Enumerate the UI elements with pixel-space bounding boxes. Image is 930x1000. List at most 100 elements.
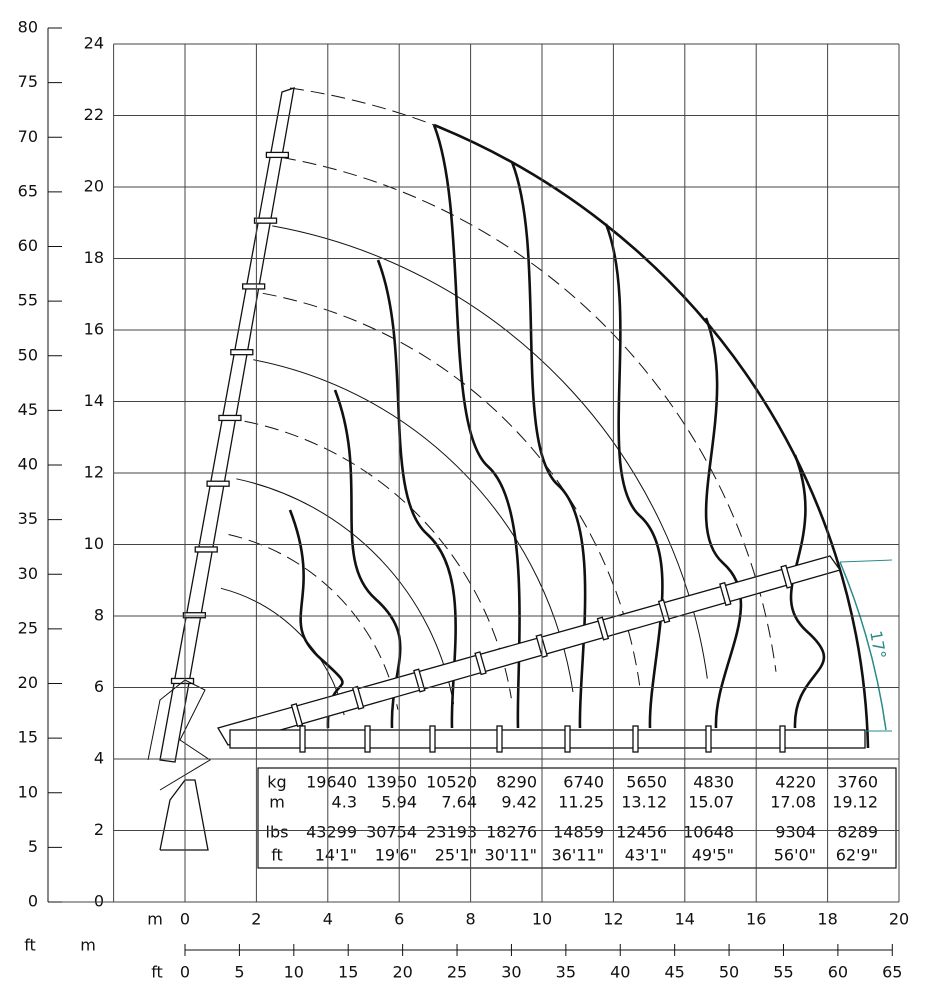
boom-collar	[265, 151, 290, 159]
x-unit-label: m	[147, 910, 163, 929]
ft-x-tick-label: 35	[556, 963, 576, 982]
boom-collar	[429, 725, 436, 753]
ft-tick-label: 0	[28, 892, 38, 911]
boom-collar	[413, 668, 426, 693]
y-tick-label: 20	[84, 177, 104, 196]
horizontal-boom	[229, 729, 866, 749]
boom-collar	[364, 725, 371, 753]
y-tick-label: 8	[94, 606, 104, 625]
load-curve	[704, 317, 743, 729]
table-cell: 5650	[626, 773, 667, 792]
ft-x-tick-label: 0	[180, 963, 190, 982]
table-cell: 10520	[426, 773, 477, 792]
ft-x-tick-label: 20	[392, 963, 412, 982]
table-cell: 43'1"	[625, 846, 667, 865]
boom-collar	[206, 480, 230, 487]
ft-tick-label: 30	[18, 564, 38, 583]
ft-x-tick-label: 15	[338, 963, 358, 982]
table-cell: 19'6"	[375, 846, 417, 865]
x-tick-label: 18	[817, 910, 837, 929]
ft-tick-label: 55	[18, 291, 38, 310]
ft-tick-label: 45	[18, 400, 38, 419]
load-curve	[789, 454, 826, 729]
table-cell: 8290	[496, 773, 537, 792]
table-cell: 23193	[426, 823, 477, 842]
table-cell: 9.42	[501, 793, 537, 812]
ft-tick-label: 75	[18, 72, 38, 91]
table-cell: 4220	[775, 773, 816, 792]
boom-collar	[218, 414, 242, 422]
ft-tick-label: 5	[28, 837, 38, 856]
load-curve	[333, 389, 402, 729]
ft-x-tick-label: 40	[610, 963, 630, 982]
table-cell: 15.07	[688, 793, 734, 812]
ft-label: ft	[24, 936, 36, 955]
x-tick-label: 20	[889, 910, 909, 929]
bottom-unit-label: ft	[151, 963, 163, 982]
m-label: m	[80, 936, 96, 955]
table-cell: 8289	[837, 823, 878, 842]
table-cell: 14'1"	[315, 846, 357, 865]
y-tick-label: 4	[94, 749, 104, 768]
radius-arc	[228, 534, 399, 710]
drawing: 0246810121416182022240510152025303540455…	[18, 18, 910, 982]
boom-collar	[242, 283, 266, 290]
boom-collar	[780, 564, 793, 589]
ft-x-tick-label: 30	[501, 963, 521, 982]
ft-tick-label: 70	[18, 127, 38, 146]
boom-collar	[564, 725, 571, 753]
ft-x-tick-label: 50	[719, 963, 739, 982]
boom-collar	[657, 599, 671, 624]
table-cell: 13.12	[621, 793, 667, 812]
x-tick-label: 0	[180, 910, 190, 929]
x-tick-label: 8	[466, 910, 476, 929]
angle-ref	[839, 559, 893, 563]
row-label: lbs	[266, 823, 289, 842]
ft-x-tick-label: 65	[882, 963, 902, 982]
table-cell: 9304	[775, 823, 816, 842]
boom-collar	[705, 725, 712, 753]
x-tick-label: 6	[394, 910, 404, 929]
table-cell: 19640	[306, 773, 357, 792]
table-cell: 6740	[563, 773, 604, 792]
y-tick-label: 14	[84, 391, 104, 410]
x-tick-label: 16	[746, 910, 766, 929]
boom-collar	[170, 677, 195, 685]
table-cell: 3760	[837, 773, 878, 792]
y-tick-label: 12	[84, 463, 104, 482]
ft-tick-label: 35	[18, 509, 38, 528]
table-cell: 19.12	[832, 793, 878, 812]
y-tick-label: 16	[84, 320, 104, 339]
table-cell: 30754	[366, 823, 417, 842]
ft-tick-label: 10	[18, 782, 38, 801]
angle-arc	[839, 561, 887, 731]
table-cell: 30'11"	[485, 846, 537, 865]
ft-tick-label: 65	[18, 181, 38, 200]
table-cell: 12456	[616, 823, 667, 842]
load-curve	[510, 161, 587, 729]
ft-tick-label: 80	[18, 18, 38, 37]
angle-label: 17°	[866, 629, 890, 660]
x-tick-label: 12	[603, 910, 623, 929]
table-cell: 62'9"	[836, 846, 878, 865]
upper-boom	[159, 87, 295, 763]
row-label: m	[269, 793, 285, 812]
y-tick-label: 0	[94, 892, 104, 911]
boom-collar	[632, 725, 639, 753]
table-cell: 10648	[683, 823, 734, 842]
x-tick-label: 10	[532, 910, 552, 929]
table-cell: 4.3	[332, 793, 357, 812]
radius-arc	[253, 359, 574, 693]
row-label: kg	[267, 773, 286, 792]
ft-tick-label: 20	[18, 673, 38, 692]
boom-collar	[596, 616, 610, 641]
y-tick-label: 6	[94, 677, 104, 696]
table-cell: 49'5"	[692, 846, 734, 865]
ft-x-tick-label: 55	[773, 963, 793, 982]
load-curve	[604, 223, 664, 729]
ft-x-tick-label: 10	[284, 963, 304, 982]
y-tick-label: 22	[84, 105, 104, 124]
ft-x-tick-label: 45	[664, 963, 684, 982]
crane-base	[159, 779, 209, 851]
table-cell: 17.08	[770, 793, 816, 812]
